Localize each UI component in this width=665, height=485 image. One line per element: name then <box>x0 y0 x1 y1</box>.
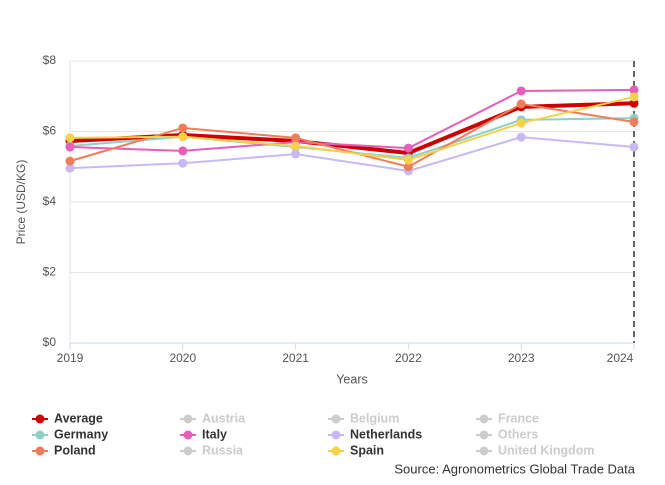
series-line <box>69 103 635 168</box>
point <box>178 132 188 142</box>
legend-label: Belgium <box>350 411 399 425</box>
legend-item[interactable]: Russia <box>180 443 244 457</box>
point <box>629 92 639 102</box>
legend-label: France <box>498 411 539 425</box>
legend-item[interactable]: Germany <box>32 427 108 441</box>
point <box>403 155 413 165</box>
legend-item[interactable]: France <box>476 411 539 425</box>
legend-symbol <box>331 414 341 424</box>
legend-label: Spain <box>350 443 384 457</box>
legend-symbol <box>479 414 489 424</box>
legend-item[interactable]: Austria <box>180 411 246 425</box>
point <box>291 149 301 159</box>
legend-label: Germany <box>54 427 108 441</box>
legend-symbol <box>183 446 193 456</box>
y-tick-label: $0 <box>43 335 57 349</box>
point <box>629 117 639 127</box>
legend-item[interactable]: Average <box>32 411 103 425</box>
legend-symbol <box>331 446 341 456</box>
legend-item[interactable]: Others <box>476 427 538 441</box>
legend-item[interactable]: Poland <box>32 443 96 457</box>
point <box>65 142 75 152</box>
legend-symbol <box>35 430 45 440</box>
series <box>65 92 639 165</box>
y-tick-label: $8 <box>43 53 57 67</box>
legend-label: United Kingdom <box>498 443 595 457</box>
point <box>629 142 639 152</box>
legend-label: Netherlands <box>350 427 422 441</box>
x-tick-label: 2019 <box>57 351 84 365</box>
legend-symbol <box>183 414 193 424</box>
point <box>291 133 301 143</box>
point <box>629 85 639 95</box>
legend-symbol <box>183 430 193 440</box>
legend-item[interactable]: United Kingdom <box>476 443 595 457</box>
y-tick-label: $6 <box>43 124 57 138</box>
legend-label: Average <box>54 411 103 425</box>
legend-item[interactable]: Spain <box>328 443 384 457</box>
x-tick-label: 2024 <box>607 351 634 365</box>
legend-label: Russia <box>202 443 244 457</box>
series-line <box>69 88 635 152</box>
x-axis-label: Years <box>336 372 368 386</box>
legend-item[interactable]: Belgium <box>328 411 399 425</box>
point <box>65 163 75 173</box>
point <box>516 118 526 128</box>
legend-symbol <box>35 446 45 456</box>
point <box>178 158 188 168</box>
legend-label: Austria <box>202 411 246 425</box>
legend-symbol <box>479 446 489 456</box>
point <box>178 123 188 133</box>
series <box>65 85 639 156</box>
legend-item[interactable]: Italy <box>180 427 227 441</box>
x-tick-label: 2020 <box>169 351 196 365</box>
point <box>178 146 188 156</box>
y-axis-label: Price (USD/KG) <box>14 160 28 245</box>
y-tick-label: $4 <box>43 194 57 208</box>
legend-symbol <box>35 414 45 424</box>
point <box>516 86 526 96</box>
x-tick-label: 2021 <box>282 351 309 365</box>
legend-symbol <box>479 430 489 440</box>
series <box>65 98 639 158</box>
series-line <box>69 136 635 172</box>
legend-label: Poland <box>54 443 96 457</box>
point <box>516 99 526 109</box>
point <box>65 133 75 143</box>
source: Source: Agronometrics Global Trade Data <box>394 461 635 476</box>
point <box>516 132 526 142</box>
point <box>629 98 639 108</box>
point <box>403 162 413 172</box>
series-line <box>69 95 635 162</box>
x-tick-label: 2023 <box>508 351 535 365</box>
legend-item[interactable]: Netherlands <box>328 427 422 441</box>
legend-label: Others <box>498 427 538 441</box>
point <box>65 156 75 166</box>
x-tick-label: 2022 <box>395 351 422 365</box>
legend-label: Italy <box>202 427 227 441</box>
y-tick-label: $2 <box>43 265 57 279</box>
point <box>291 141 301 151</box>
legend-symbol <box>331 430 341 440</box>
point <box>403 143 413 153</box>
